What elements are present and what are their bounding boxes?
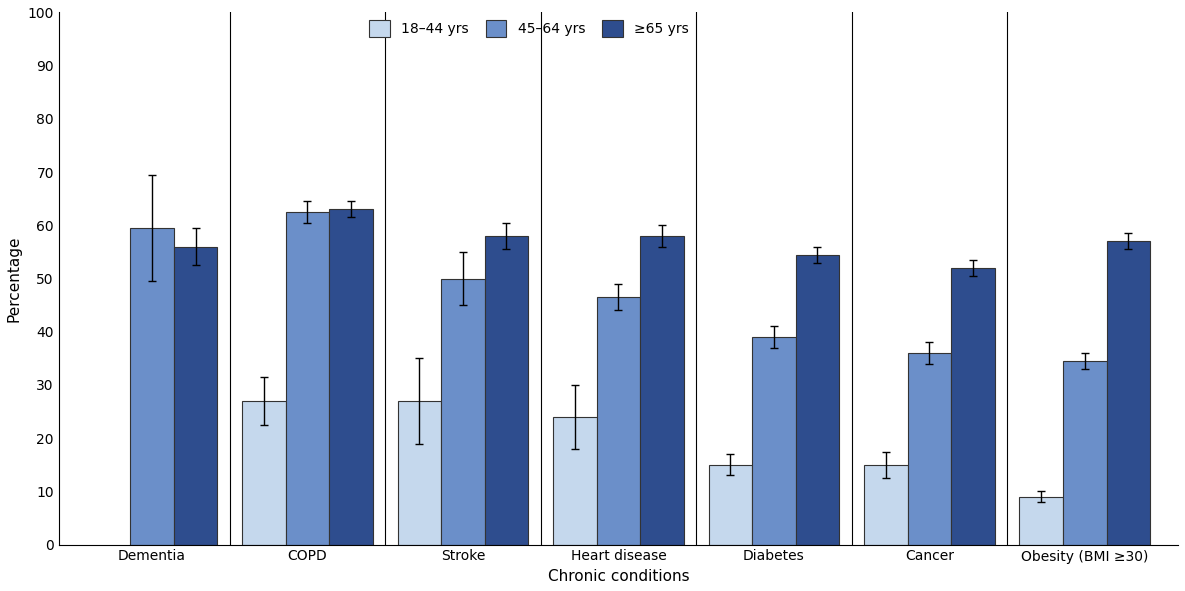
Bar: [640, 236, 684, 545]
Bar: [286, 212, 329, 545]
Bar: [329, 209, 373, 545]
Y-axis label: Percentage: Percentage: [7, 235, 23, 322]
Bar: [864, 465, 908, 545]
Bar: [1063, 361, 1107, 545]
Bar: [174, 246, 217, 545]
Bar: [952, 268, 994, 545]
Legend: 18–44 yrs, 45–64 yrs, ≥65 yrs: 18–44 yrs, 45–64 yrs, ≥65 yrs: [364, 14, 694, 42]
Bar: [441, 278, 485, 545]
Bar: [485, 236, 529, 545]
Bar: [398, 401, 441, 545]
X-axis label: Chronic conditions: Chronic conditions: [547, 569, 690, 584]
Bar: [242, 401, 286, 545]
Bar: [1019, 497, 1063, 545]
Bar: [1107, 241, 1151, 545]
Bar: [709, 465, 752, 545]
Bar: [908, 353, 952, 545]
Bar: [553, 417, 596, 545]
Bar: [752, 337, 795, 545]
Bar: [795, 255, 839, 545]
Bar: [596, 297, 640, 545]
Bar: [130, 228, 174, 545]
